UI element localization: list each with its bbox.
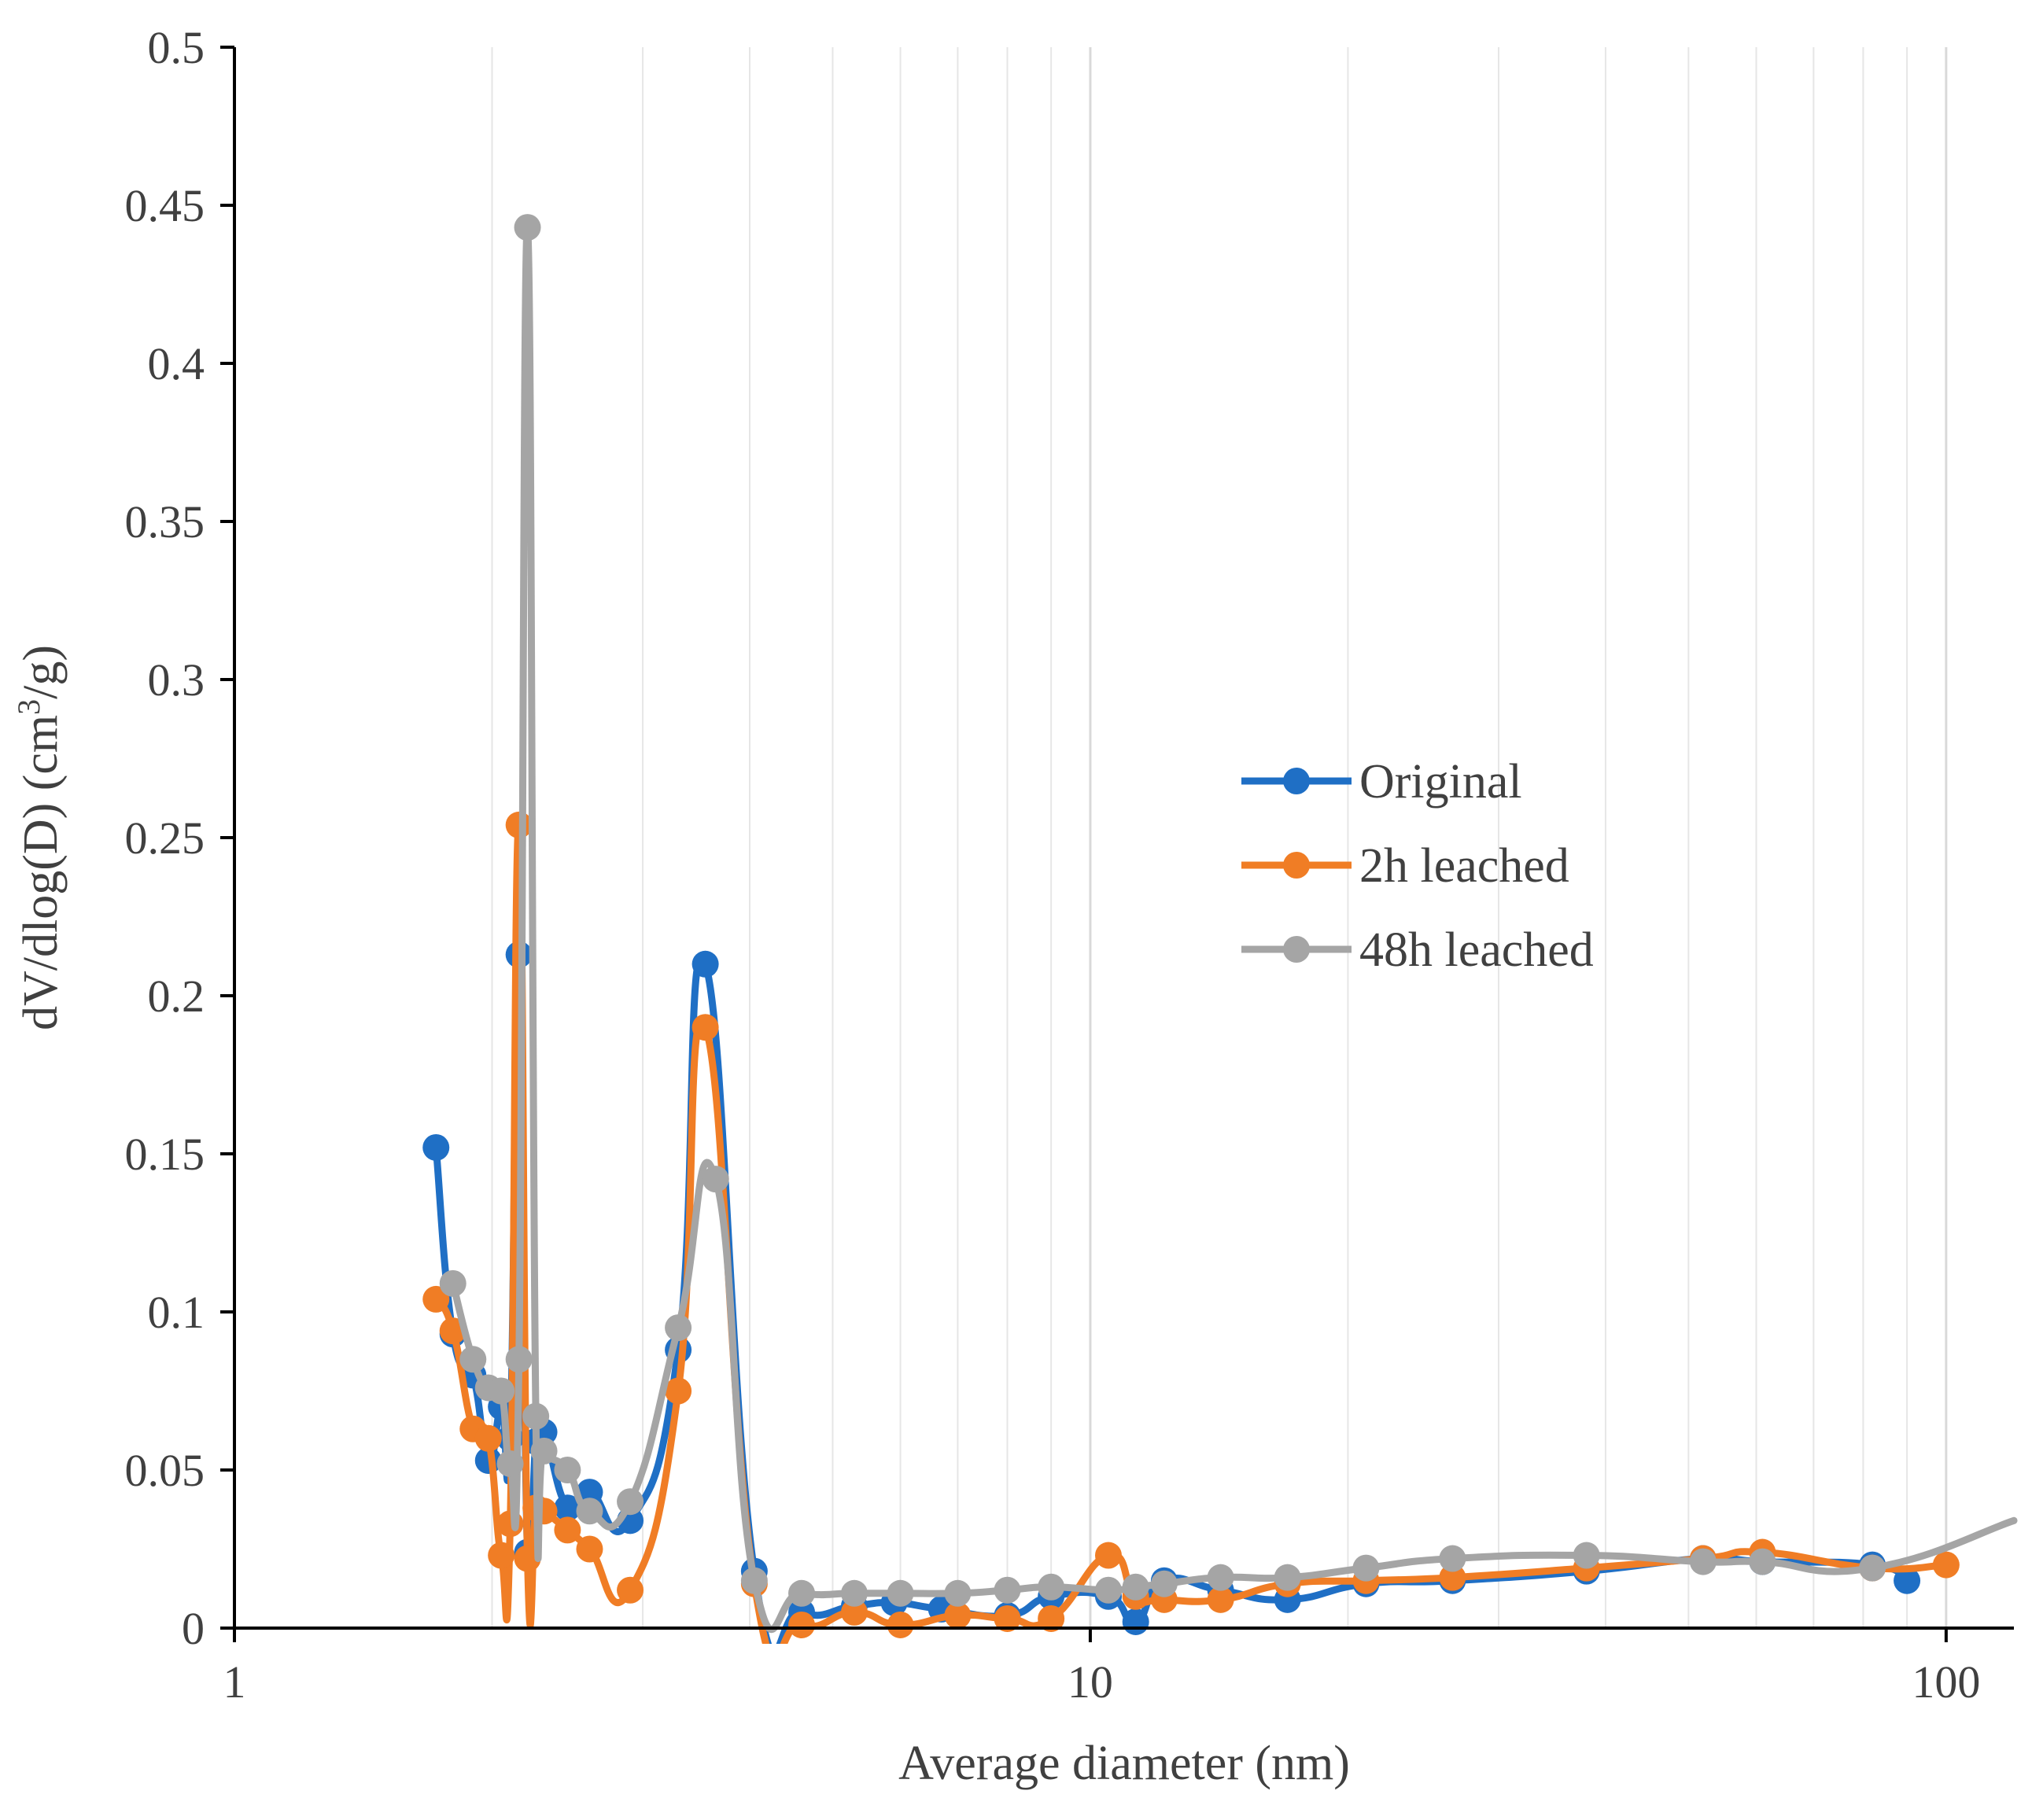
data-point [1689,1548,1717,1575]
data-point [665,1314,692,1342]
data-point [1894,1567,1921,1594]
y-tick-label: 0.1 [148,1287,205,1338]
y-axis-title-superscript: 3 [11,699,46,715]
legend-label: Original [1359,755,1522,809]
data-point [665,1377,692,1405]
series-line [432,949,1911,1644]
legend-swatch-marker [1283,936,1310,963]
legend-label: 48h leached [1359,923,1594,977]
data-point [1038,1604,1065,1632]
data-point [994,1576,1021,1604]
series-line [432,821,1950,1644]
data-point [1274,1564,1301,1591]
y-axis-title-main: dV/dlog(D) (cm [14,715,68,1030]
data-point [505,811,533,838]
series-lines [422,214,2018,1644]
legend-swatch-marker [1283,852,1310,879]
x-tick-label: 10 [1068,1656,1113,1708]
data-point [1439,1564,1466,1591]
data-point [576,1498,603,1525]
data-point [740,1567,768,1594]
data-point [530,1437,558,1464]
data-point [617,1576,644,1604]
data-point [554,1457,581,1483]
data-point [576,1535,603,1563]
y-axis-title-end: /g) [14,645,68,699]
data-point [944,1601,972,1629]
y-tick-label: 0.2 [148,971,205,1022]
data-point [1207,1586,1234,1613]
legend-swatch-marker [1283,768,1310,794]
legend-item: 48h leached [1241,923,1594,977]
y-axis-title: dV/dlog(D) (cm3/g) [11,645,68,1030]
y-tick-label: 0.15 [125,1129,205,1180]
data-point [691,950,719,978]
data-point [788,1579,816,1607]
y-tick-label: 0.3 [148,654,205,706]
data-point [514,214,541,241]
data-point [1122,1573,1149,1601]
data-point [887,1579,914,1607]
data-point [1038,1573,1065,1601]
data-point [554,1516,581,1544]
data-point [617,1488,644,1516]
data-point [422,1285,450,1313]
data-point [474,1424,502,1452]
data-point [514,1545,541,1572]
data-point [788,1611,816,1638]
y-tick-label: 0.35 [125,496,205,547]
data-point [1122,1608,1149,1635]
series-line [449,223,2018,1634]
data-point [691,1014,719,1041]
data-point [554,1494,581,1522]
data-point [1150,1570,1178,1597]
data-point [439,1269,467,1297]
data-point [1094,1542,1122,1569]
x-tick-label: 1 [223,1656,246,1708]
data-point [496,1450,524,1477]
data-point [488,1542,515,1569]
data-point [1207,1564,1234,1591]
legend-label: 2h leached [1359,839,1569,893]
x-tick-label: 100 [1912,1656,1980,1708]
y-tick-label: 0 [182,1603,205,1654]
y-tick-label: 0.45 [125,180,205,231]
data-point [944,1579,972,1607]
legend: Original 2h leached 48h leached [1241,755,1594,977]
data-point [1932,1551,1960,1579]
x-axis-title: Average diameter (nm) [898,1737,1350,1790]
data-point [702,1166,729,1193]
series-48h-leached [439,214,2018,1634]
data-point [576,1479,603,1506]
data-point [994,1604,1021,1632]
grid-lines [491,47,1948,1628]
data-point [1749,1548,1776,1575]
y-tick-label: 0.4 [148,338,205,389]
data-point [505,1346,533,1373]
data-point [522,1402,550,1430]
data-point [1859,1554,1886,1582]
y-tick-label: 0.5 [148,22,205,73]
x-axis-ticks: 1 10 100 [223,1628,1980,1708]
data-point [1573,1542,1600,1569]
series-2h-leached [422,811,1960,1644]
y-axis-ticks: 0 0.05 0.1 0.15 0.2 0.25 0.3 0.35 0.4 0.45 0.5 [125,22,234,1654]
y-tick-label: 0.25 [125,812,205,864]
data-point [459,1346,487,1373]
data-point [887,1611,914,1638]
data-point [422,1133,450,1161]
data-point [1094,1576,1122,1604]
data-point [840,1598,868,1626]
legend-item: Original [1241,755,1522,809]
data-point [1352,1554,1380,1582]
legend-item: 2h leached [1241,839,1569,893]
data-point [1439,1545,1466,1572]
y-tick-label: 0.05 [125,1445,205,1496]
data-point [488,1377,515,1405]
data-point [840,1579,868,1607]
